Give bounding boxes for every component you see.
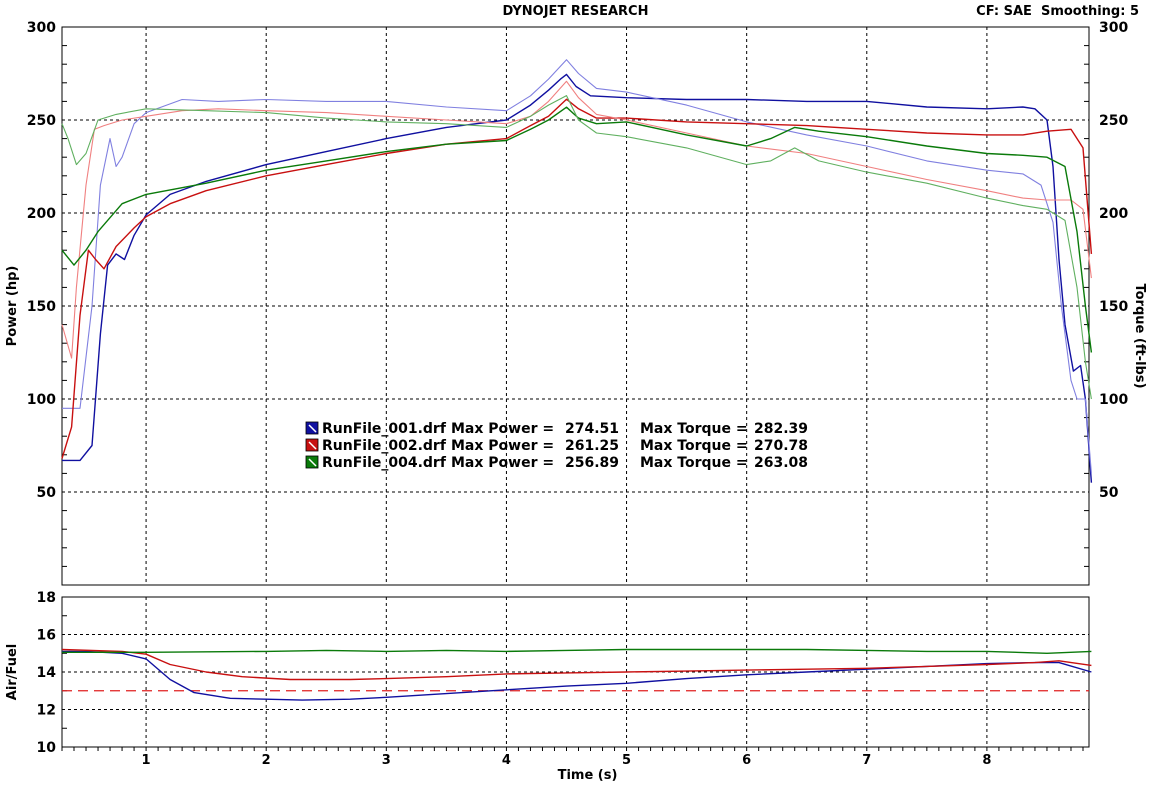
run3-torque-curve: [61, 95, 1092, 400]
correction-info: CF: SAE Smoothing: 5: [976, 4, 1139, 19]
x-tick-label: 2: [262, 753, 271, 768]
run3-afr-curve: [62, 648, 1092, 654]
run1-power-curve: [62, 73, 1093, 483]
x-tick-label: 6: [742, 753, 751, 768]
legend-max-power-label: Max Power =: [451, 455, 554, 471]
legend-file: RunFile_002.drf: [322, 438, 447, 454]
torque-y-tick-label: 200: [1099, 206, 1128, 222]
smoothing-setting: Smoothing: 5: [1040, 4, 1139, 19]
power-y-tick-label: 100: [27, 392, 56, 408]
legend-max-power-value: 274.51: [565, 421, 619, 437]
torque-y-tick-label: 150: [1099, 299, 1128, 315]
legend-max-power-label: Max Power =: [451, 438, 554, 454]
power-torque-plot: 50 50 100 100 150 150 200 200 250 250 300 300 Power …: [5, 20, 1147, 586]
legend-max-torque-value: 263.08: [754, 455, 808, 471]
afr-y-tick-label: 18: [37, 590, 56, 606]
power-y-tick-label: 200: [27, 206, 56, 222]
run2-torque-curve: [61, 80, 1092, 359]
power-y-tick-label: 50: [37, 485, 57, 501]
x-tick-label: 7: [862, 753, 871, 768]
y-axis-label-afr: Air/Fuel: [5, 644, 20, 700]
power-plot-frame: [61, 26, 1090, 586]
x-tick-label: 4: [502, 753, 511, 768]
x-tick-label: 3: [382, 753, 391, 768]
legend-max-torque-label: Max Torque =: [640, 455, 748, 471]
x-tick-label: 8: [982, 753, 991, 768]
legend-max-torque-value: 270.78: [754, 438, 808, 454]
legend-swatch-stripe: [308, 458, 317, 467]
legend-max-torque-label: Max Torque =: [640, 421, 748, 437]
torque-y-tick-label: 300: [1099, 20, 1128, 36]
x-tick-label: 1: [142, 753, 151, 768]
legend-file: RunFile_004.drf: [322, 455, 447, 471]
correction-factor: CF: SAE: [976, 4, 1032, 19]
legend-max-power-label: Max Power =: [451, 421, 554, 437]
afr-y-tick-label: 14: [37, 665, 57, 681]
run2-power-curve: [61, 98, 1093, 459]
legend-max-torque-value: 282.39: [754, 421, 808, 437]
chart-title: DYNOJET RESEARCH: [502, 4, 649, 19]
legend-file: RunFile_001.drf: [322, 421, 447, 437]
legend-swatch-stripe: [308, 441, 317, 450]
power-y-tick-label: 250: [27, 113, 56, 129]
legend-swatch-stripe: [308, 424, 317, 433]
y-axis-label-torque: Torque (ft-lbs): [1132, 283, 1147, 388]
x-tick-label: 5: [622, 753, 631, 768]
torque-y-tick-label: 100: [1099, 392, 1128, 408]
legend-max-power-value: 256.89: [565, 455, 619, 471]
torque-y-tick-label: 50: [1099, 485, 1119, 501]
power-y-tick-label: 300: [27, 20, 56, 36]
y-axis-label-power: Power (hp): [5, 266, 20, 347]
afr-plot-frame: [61, 596, 1090, 748]
afr-y-tick-label: 12: [37, 703, 56, 719]
run3-power-curve: [61, 106, 1093, 353]
torque-y-tick-label: 250: [1099, 113, 1128, 129]
power-y-tick-label: 150: [27, 299, 56, 315]
legend-max-power-value: 261.25: [565, 438, 619, 454]
afr-y-tick-label: 10: [37, 740, 57, 756]
run2-afr-curve: [61, 648, 1092, 681]
x-axis-label: Time (s): [558, 768, 618, 783]
legend-max-torque-label: Max Torque =: [640, 438, 748, 454]
afr-y-tick-label: 16: [37, 628, 56, 644]
run1-torque-curve: [62, 59, 1092, 474]
